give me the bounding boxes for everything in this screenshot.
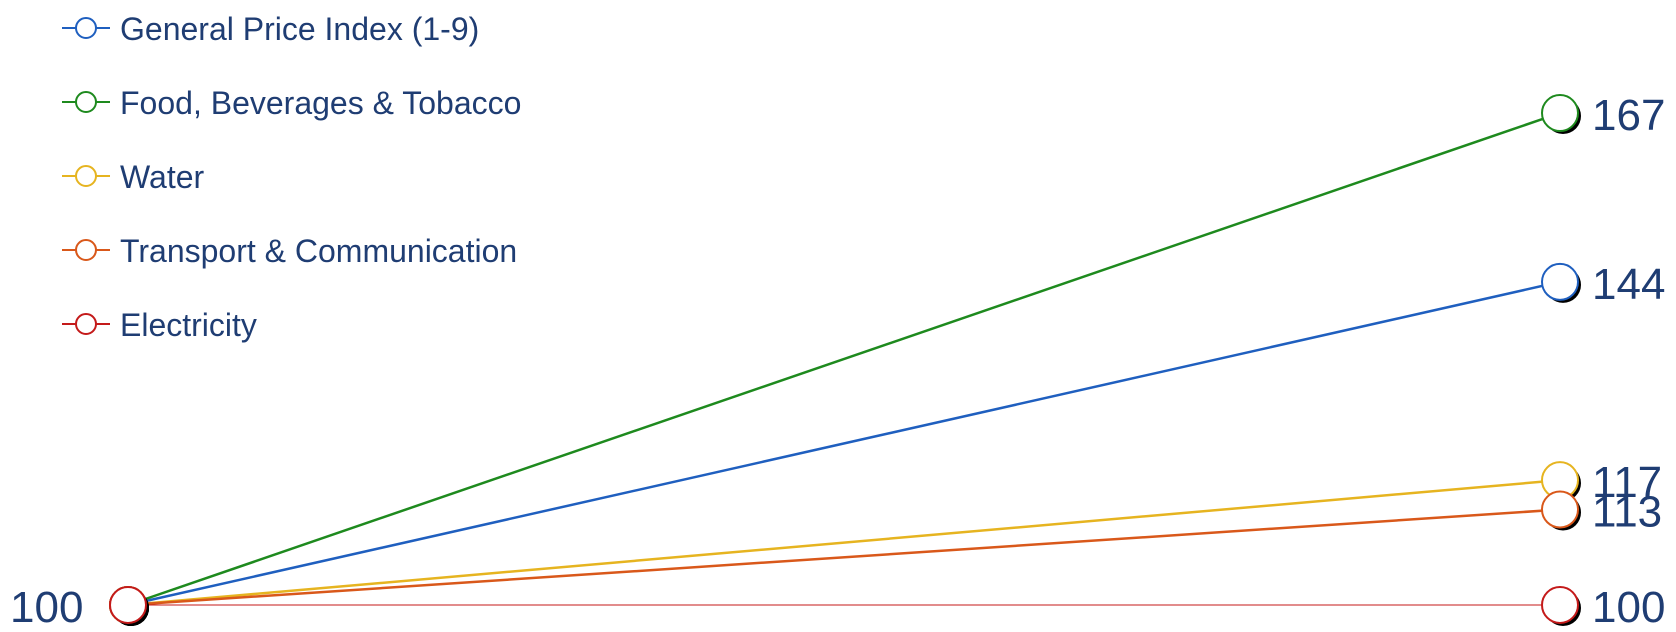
marker-circle: [109, 586, 147, 624]
series-line: [127, 508, 1561, 607]
legend-marker-icon: [75, 313, 97, 335]
legend-marker-icon: [75, 17, 97, 39]
start-value-label: 100: [10, 583, 83, 627]
legend-label: Transport & Communication: [120, 233, 517, 269]
series-line: [127, 111, 1561, 607]
legend-label: Water: [120, 159, 205, 195]
circle-marker: [1541, 94, 1581, 134]
end-value-label: 144: [1592, 260, 1665, 309]
legend-item[interactable]: General Price Index (1-9): [62, 11, 479, 47]
end-value-label: 167: [1592, 91, 1665, 140]
end-value-label: 100: [1592, 583, 1665, 627]
series-line: [127, 478, 1561, 607]
series-line: [127, 280, 1561, 607]
legend-label: Electricity: [120, 307, 257, 343]
legend-label: General Price Index (1-9): [120, 11, 479, 47]
legend: General Price Index (1-9) Food, Beverages…: [62, 11, 521, 343]
circle-marker: [109, 586, 149, 626]
circle-marker: [1541, 262, 1581, 303]
marker-circle: [1541, 262, 1579, 301]
legend-item[interactable]: Transport & Communication: [62, 233, 517, 269]
end-value-label: 117: [1592, 458, 1662, 507]
marker-circle: [1541, 586, 1579, 624]
legend-marker-icon: [75, 165, 97, 187]
series-markers: [109, 94, 1581, 626]
legend-item[interactable]: Water: [62, 159, 205, 195]
legend-item[interactable]: Electricity: [62, 307, 257, 343]
marker-circle: [1541, 94, 1579, 132]
legend-item[interactable]: Food, Beverages & Tobacco: [62, 85, 521, 121]
circle-marker: [1541, 490, 1581, 531]
legend-marker-icon: [75, 239, 97, 261]
marker-circle: [1541, 490, 1579, 529]
legend-marker-icon: [75, 91, 97, 113]
circle-marker: [1541, 586, 1581, 626]
series-lines: [127, 111, 1561, 607]
legend-label: Food, Beverages & Tobacco: [120, 85, 521, 121]
end-value-label: 113: [1592, 488, 1662, 537]
